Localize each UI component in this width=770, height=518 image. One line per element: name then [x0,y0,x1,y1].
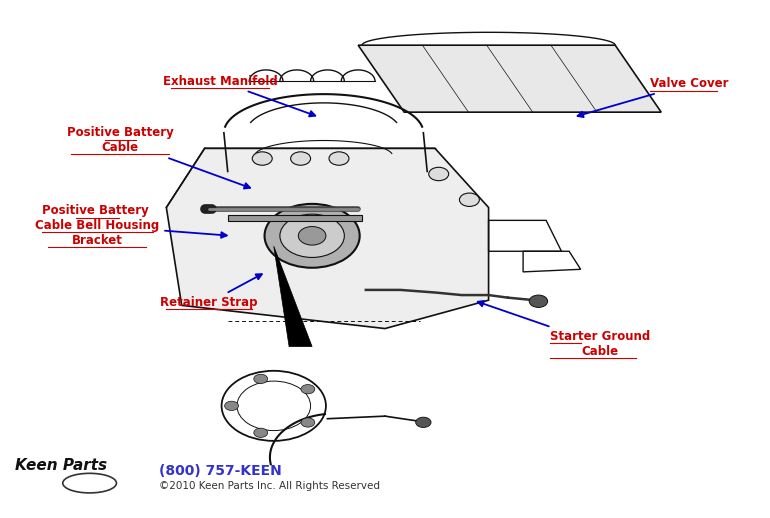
Circle shape [253,152,273,165]
Polygon shape [228,215,362,221]
Text: Positive Battery 
Cable Bell Housing
Bracket: Positive Battery Cable Bell Housing Brac… [35,204,227,247]
Polygon shape [358,45,661,112]
Circle shape [280,214,344,257]
Circle shape [429,167,449,181]
Text: Exhaust Manifold: Exhaust Manifold [162,75,315,117]
Circle shape [416,417,431,427]
Circle shape [265,204,360,268]
Polygon shape [166,148,489,328]
Text: Positive Battery
Cable: Positive Battery Cable [67,126,250,189]
Circle shape [225,401,239,410]
Polygon shape [274,246,312,347]
Text: Valve Cover: Valve Cover [578,77,728,117]
Circle shape [298,226,326,245]
Text: Starter Ground
Cable: Starter Ground Cable [477,301,650,358]
Text: (800) 757-KEEN: (800) 757-KEEN [159,464,281,478]
Circle shape [301,418,315,427]
Circle shape [301,384,315,394]
Circle shape [529,295,547,307]
Circle shape [254,428,268,437]
Circle shape [329,152,349,165]
Text: Keen Parts: Keen Parts [15,457,107,472]
Circle shape [290,152,310,165]
Circle shape [254,374,268,383]
Text: ©2010 Keen Parts Inc. All Rights Reserved: ©2010 Keen Parts Inc. All Rights Reserve… [159,481,380,491]
Text: Retainer Strap: Retainer Strap [160,274,262,309]
Circle shape [460,193,480,207]
